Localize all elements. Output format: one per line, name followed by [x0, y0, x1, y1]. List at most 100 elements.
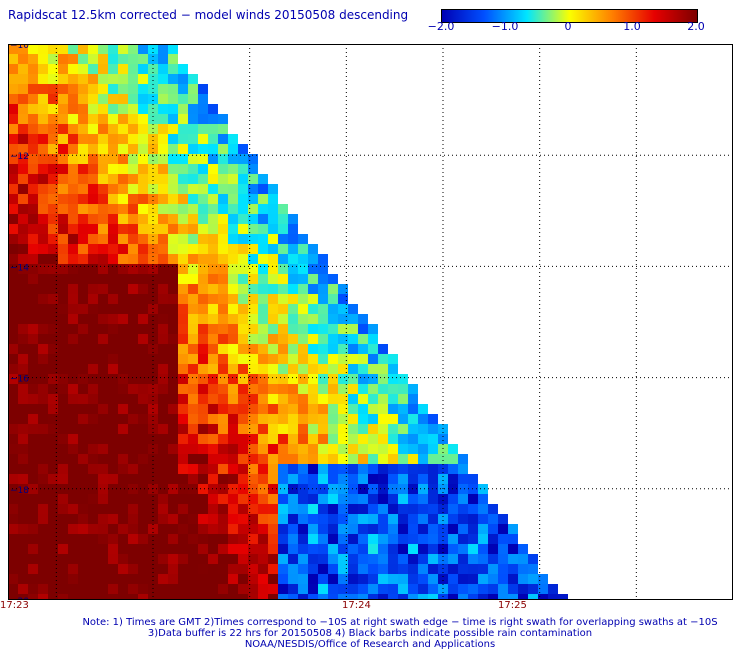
data-cell — [108, 584, 118, 594]
data-cell — [118, 114, 128, 124]
data-cell — [368, 454, 378, 464]
data-cell — [528, 594, 538, 600]
data-cell — [118, 504, 128, 514]
data-cell — [158, 544, 168, 554]
data-cell — [78, 234, 88, 244]
data-cell — [118, 374, 128, 384]
data-cell — [128, 84, 138, 94]
data-cell — [328, 334, 338, 344]
data-cell — [158, 44, 168, 54]
data-cell — [118, 74, 128, 84]
data-cell — [98, 124, 108, 134]
data-cell — [8, 524, 18, 534]
data-cell — [228, 364, 238, 374]
data-cell — [298, 484, 308, 494]
data-cell — [108, 494, 118, 504]
data-cell — [238, 144, 248, 154]
data-cell — [308, 364, 318, 374]
data-cell — [148, 474, 158, 484]
data-cell — [58, 74, 68, 84]
data-cell — [238, 174, 248, 184]
data-cell — [8, 44, 18, 54]
data-cell — [288, 394, 298, 404]
data-cell — [518, 554, 528, 564]
data-cell — [8, 264, 18, 274]
data-cell — [8, 234, 18, 244]
data-cell — [158, 274, 168, 284]
data-cell — [188, 284, 198, 294]
data-cell — [88, 114, 98, 124]
data-cell — [138, 524, 148, 534]
data-cell — [198, 114, 208, 124]
data-cell — [358, 384, 368, 394]
data-cell — [418, 444, 428, 454]
data-cell — [248, 274, 258, 284]
data-cell — [328, 304, 338, 314]
data-cell — [398, 444, 408, 454]
data-cell — [478, 514, 488, 524]
data-cell — [308, 514, 318, 524]
data-cell — [48, 284, 58, 294]
data-cell — [188, 414, 198, 424]
data-cell — [18, 144, 28, 154]
data-cell — [348, 434, 358, 444]
data-cell — [258, 554, 268, 564]
data-cell — [58, 224, 68, 234]
data-cell — [8, 384, 18, 394]
data-cell — [28, 134, 38, 144]
data-cell — [48, 464, 58, 474]
data-cell — [228, 304, 238, 314]
data-cell — [218, 164, 228, 174]
data-cell — [238, 594, 248, 600]
data-cell — [198, 184, 208, 194]
data-cell — [178, 474, 188, 484]
data-cell — [118, 364, 128, 374]
data-cell — [318, 334, 328, 344]
data-cell — [218, 194, 228, 204]
data-cell — [108, 324, 118, 334]
data-cell — [68, 364, 78, 374]
data-cell — [128, 464, 138, 474]
data-cell — [408, 554, 418, 564]
data-cell — [208, 384, 218, 394]
data-cell — [58, 444, 68, 454]
data-cell — [98, 164, 108, 174]
data-cell — [208, 504, 218, 514]
data-cell — [58, 304, 68, 314]
data-cell — [308, 314, 318, 324]
data-cell — [108, 374, 118, 384]
data-cell — [8, 274, 18, 284]
data-cell — [428, 584, 438, 594]
data-cell — [108, 214, 118, 224]
data-cell — [78, 254, 88, 264]
data-cell — [518, 594, 528, 600]
data-cell — [268, 514, 278, 524]
data-cell — [278, 574, 288, 584]
data-cell — [28, 264, 38, 274]
data-cell — [358, 424, 368, 434]
data-cell — [78, 244, 88, 254]
data-cell — [28, 514, 38, 524]
data-cell — [288, 454, 298, 464]
data-cell — [38, 394, 48, 404]
data-cell — [218, 504, 228, 514]
data-cell — [288, 514, 298, 524]
data-cell — [208, 454, 218, 464]
data-cell — [128, 404, 138, 414]
data-cell — [98, 464, 108, 474]
data-cell — [68, 194, 78, 204]
data-cell — [338, 474, 348, 484]
data-cell — [418, 414, 428, 424]
data-cell — [218, 314, 228, 324]
data-cell — [128, 254, 138, 264]
data-cell — [168, 304, 178, 314]
data-cell — [388, 434, 398, 444]
data-cell — [138, 184, 148, 194]
data-cell — [298, 244, 308, 254]
data-cell — [8, 284, 18, 294]
data-cell — [168, 594, 178, 600]
data-cell — [168, 394, 178, 404]
data-cell — [48, 184, 58, 194]
data-cell — [448, 584, 458, 594]
data-cell — [278, 214, 288, 224]
